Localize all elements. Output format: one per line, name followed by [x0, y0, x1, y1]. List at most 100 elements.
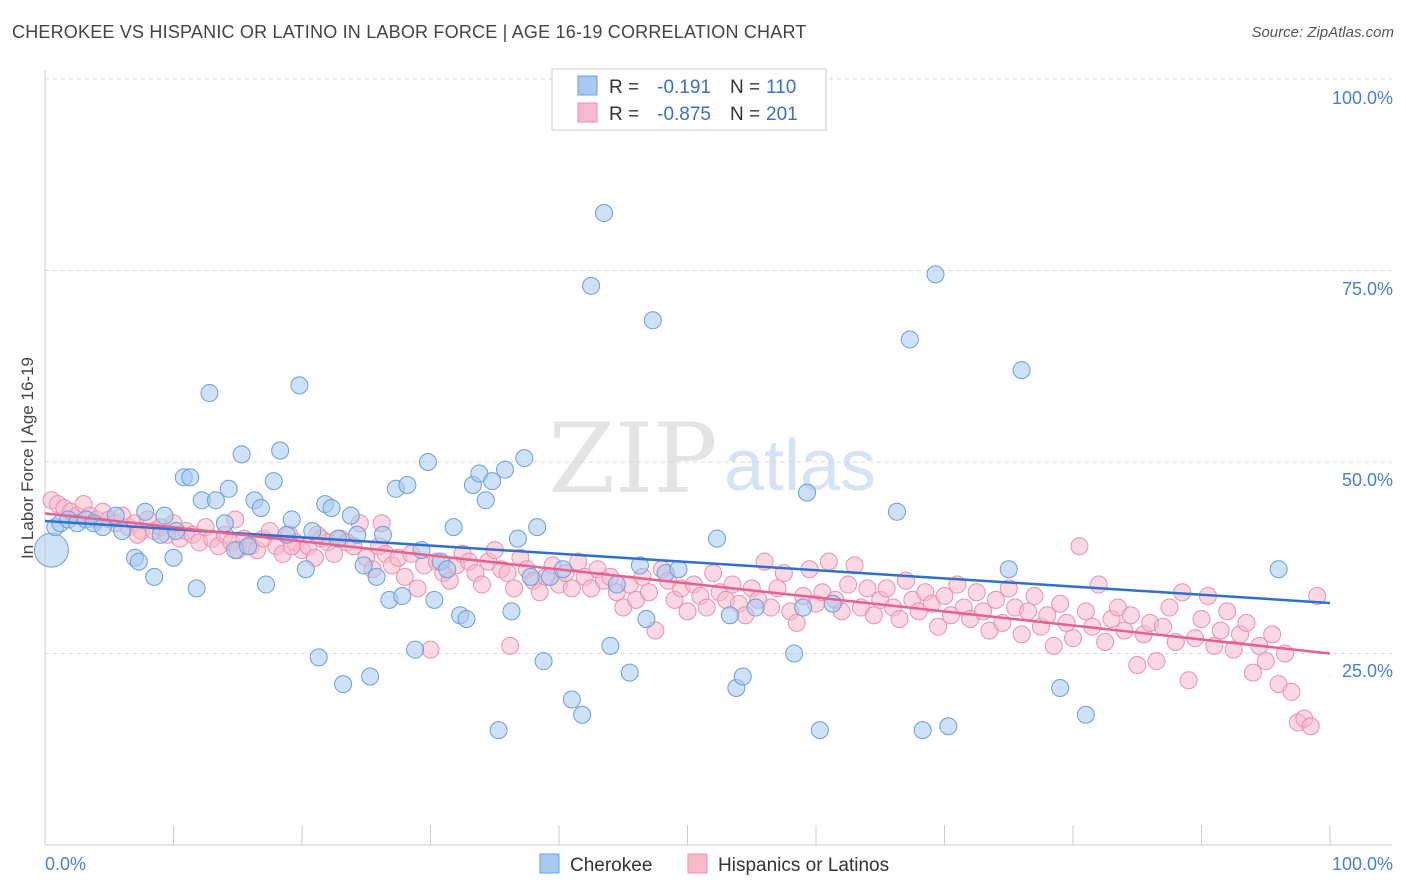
cherokee-point — [219, 479, 238, 498]
cherokee-point — [206, 491, 225, 510]
cherokee-point — [215, 514, 234, 533]
cherokee-point — [926, 265, 945, 284]
hispanic-point — [762, 598, 781, 617]
hispanic-point — [421, 640, 440, 659]
cherokee-point — [200, 384, 219, 403]
hispanic-point — [858, 579, 877, 598]
cherokee-point — [939, 717, 958, 736]
cherokee-point — [129, 552, 148, 571]
hispanic-point — [819, 552, 838, 571]
cherokee-point — [373, 525, 392, 544]
cherokee-point — [1051, 678, 1070, 697]
cherokee-point — [669, 560, 688, 579]
hispanic-point — [1096, 633, 1115, 652]
hispanic-point — [1211, 621, 1230, 640]
hispanic-point — [1070, 537, 1089, 556]
cherokee-point — [232, 445, 251, 464]
cherokee-point — [334, 675, 353, 694]
stats-n-value-hispanic: 201 — [766, 104, 798, 125]
cherokee-point — [489, 721, 508, 740]
hispanic-point — [501, 636, 520, 655]
stats-n-value-cherokee: 110 — [766, 77, 796, 98]
hispanic-point — [935, 587, 954, 606]
x-tick-label-min: 0.0% — [45, 854, 86, 874]
cherokee-point — [1076, 705, 1095, 724]
cherokee-point — [999, 560, 1018, 579]
stats-n-label-cherokee: N = — [730, 77, 760, 98]
trend-lines — [44, 512, 1331, 655]
cherokee-point — [444, 518, 463, 537]
hispanic-point — [1019, 602, 1038, 621]
hispanic-points — [42, 491, 1327, 736]
cherokee-point — [496, 460, 515, 479]
cherokee-point — [601, 636, 620, 655]
cherokee-point — [798, 483, 817, 502]
cherokee-point — [637, 610, 656, 629]
y-axis-label: In Labor Force | Age 16-19 — [18, 357, 37, 559]
cherokee-point — [348, 525, 367, 544]
cherokee-point — [155, 506, 174, 525]
cherokee-point — [508, 529, 527, 548]
cherokee-point — [251, 498, 270, 517]
axes — [44, 70, 1392, 846]
hispanic-point — [639, 583, 658, 602]
hispanic-point — [839, 575, 858, 594]
hispanic-point — [845, 556, 864, 575]
cherokee-point — [457, 610, 476, 629]
cherokee-point — [398, 475, 417, 494]
legend-swatch-hispanic — [687, 853, 708, 874]
cherokee-point — [425, 590, 444, 609]
cherokee-point — [296, 560, 315, 579]
hispanic-point — [530, 583, 549, 602]
cherokee-point — [573, 705, 592, 724]
cherokee-point — [290, 376, 309, 395]
source-label: Source: ZipAtlas.com — [1251, 24, 1394, 41]
hispanic-point — [1243, 663, 1262, 682]
legend-label-hispanic: Hispanics or Latinos — [718, 855, 889, 876]
hispanic-point — [1282, 682, 1301, 701]
cherokee-point — [594, 204, 613, 223]
hispanic-point — [1192, 610, 1211, 629]
cherokee-point — [913, 721, 932, 740]
hispanic-point — [697, 598, 716, 617]
cherokee-point — [1269, 560, 1288, 579]
hispanic-trend-line — [44, 512, 1331, 655]
hispanic-point — [1128, 655, 1147, 674]
cherokee-point — [187, 579, 206, 598]
hispanic-point — [1025, 587, 1044, 606]
hispanic-point — [1308, 587, 1327, 606]
cherokee-point — [282, 510, 301, 529]
stats-n-label-hispanic: N = — [730, 104, 760, 125]
cherokee-point — [630, 556, 649, 575]
cherokee-point — [502, 602, 521, 621]
hispanic-point — [1064, 629, 1082, 648]
stats-r-label-hispanic: R = — [609, 104, 639, 125]
hispanic-point — [1153, 617, 1172, 636]
legend-label-cherokee: Cherokee — [570, 855, 652, 876]
series-legend: Cherokee Hispanics or Latinos — [539, 853, 889, 876]
chart-title: CHEROKEE VS HISPANIC OR LATINO IN LABOR … — [12, 22, 807, 42]
hispanic-point — [1044, 636, 1063, 655]
cherokee-point — [181, 468, 200, 487]
cherokee-point — [264, 472, 283, 491]
cherokee-point — [322, 498, 341, 517]
cherokee-point — [810, 721, 829, 740]
hispanic-point — [562, 579, 581, 598]
y-tick-label-25: 25.0% — [1342, 661, 1393, 681]
hispanic-point — [569, 552, 588, 571]
hispanic-point — [1051, 594, 1070, 613]
hispanic-point — [1160, 598, 1179, 617]
cherokee-point — [309, 648, 328, 667]
cherokee-point — [733, 667, 752, 686]
cherokee-point — [239, 537, 258, 556]
cherokee-point — [785, 644, 804, 663]
cherokee-trend-line — [44, 519, 1331, 605]
cherokee-point — [483, 472, 502, 491]
y-tick-label-75: 75.0% — [1342, 279, 1393, 299]
hispanic-point — [1218, 602, 1237, 621]
hispanic-point — [704, 564, 723, 583]
hispanic-point — [864, 606, 883, 625]
hispanic-point — [1076, 602, 1095, 621]
cherokee-point — [361, 667, 380, 686]
